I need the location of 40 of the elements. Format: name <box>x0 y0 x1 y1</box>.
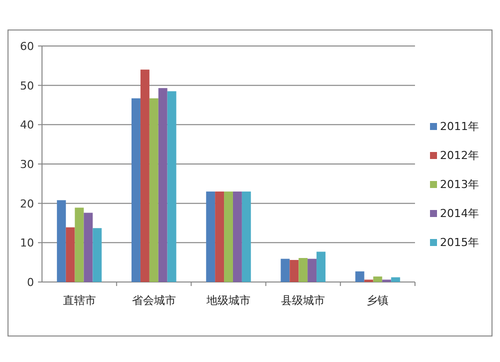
legend-label: 2012年 <box>440 149 479 162</box>
y-tick-label: 0 <box>27 276 34 289</box>
legend-label: 2013年 <box>440 178 479 191</box>
x-tick-label: 乡镇 <box>366 294 389 307</box>
bar <box>84 212 93 282</box>
bar <box>206 192 216 282</box>
legend-label: 2015年 <box>440 236 479 249</box>
y-tick-label: 60 <box>20 40 34 53</box>
bar <box>391 277 400 282</box>
bar <box>355 271 364 282</box>
y-tick-label: 40 <box>20 118 34 132</box>
bar <box>56 200 66 282</box>
y-tick-label: 50 <box>20 79 34 92</box>
bar <box>132 98 140 282</box>
bar <box>158 88 168 282</box>
bar <box>215 192 224 282</box>
x-tick-label: 地级城市 <box>206 294 250 307</box>
bar <box>308 258 317 282</box>
y-tick-label: 30 <box>20 158 34 171</box>
bar <box>242 192 251 282</box>
bar <box>167 91 176 282</box>
y-tick-label: 10 <box>20 236 34 250</box>
bar <box>140 70 150 282</box>
bar <box>280 258 290 282</box>
bar <box>298 258 308 282</box>
bar <box>316 252 326 282</box>
bar <box>92 228 102 282</box>
bar <box>290 260 299 282</box>
x-tick-label: 县级城市 <box>281 294 326 307</box>
x-tick-label: 省会城市 <box>132 294 176 307</box>
x-tick-label: 直辖市 <box>62 294 96 307</box>
bar <box>373 276 382 282</box>
legend-label: 2014年 <box>440 207 479 220</box>
y-tick-label: 20 <box>20 197 34 210</box>
bar <box>232 192 242 282</box>
bar <box>224 192 233 282</box>
bar <box>74 208 84 282</box>
bar <box>66 227 75 282</box>
bar <box>149 98 158 282</box>
legend-label: 2011年 <box>440 120 479 133</box>
